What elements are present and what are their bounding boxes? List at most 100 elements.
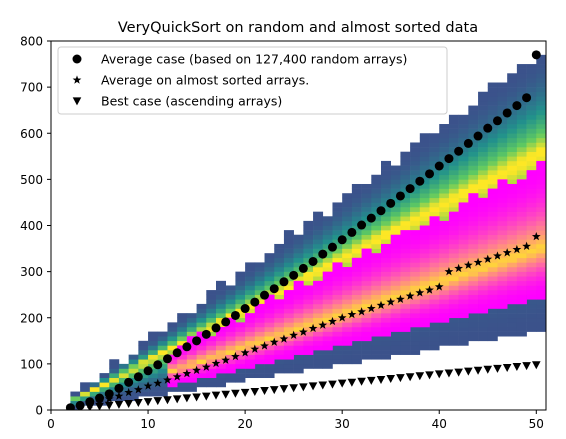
- data-point: [366, 303, 376, 313]
- heatmap-cell: [293, 248, 304, 254]
- heatmap-cell: [332, 350, 343, 355]
- heatmap-cell: [390, 271, 401, 277]
- data-point: [512, 101, 522, 111]
- heatmap-cell: [516, 285, 527, 291]
- heatmap-cell: [419, 188, 430, 194]
- heatmap-cell: [186, 340, 197, 346]
- heatmap-cell: [177, 313, 188, 319]
- data-point: [240, 348, 250, 357]
- heatmap-cell: [177, 368, 188, 374]
- heatmap-cell: [497, 303, 508, 309]
- heatmap-cell: [526, 257, 537, 263]
- heatmap-cell: [264, 326, 275, 332]
- heatmap-cell: [487, 82, 498, 88]
- heatmap-cell: [536, 156, 546, 162]
- heatmap-cell: [274, 257, 285, 263]
- heatmap-cell: [361, 271, 372, 277]
- heatmap-cell: [487, 326, 498, 332]
- heatmap-cell: [216, 308, 227, 314]
- heatmap-cell: [342, 317, 353, 323]
- heatmap-cell: [526, 230, 537, 236]
- heatmap-cell: [507, 142, 518, 148]
- heatmap-cell: [497, 179, 508, 185]
- heatmap-cell: [196, 359, 207, 365]
- heatmap-cell: [283, 234, 294, 240]
- heatmap-cell: [313, 350, 324, 355]
- heatmap-cell: [254, 267, 265, 272]
- heatmap-cell: [468, 156, 479, 162]
- heatmap-cell: [186, 350, 197, 355]
- heatmap-cell: [361, 211, 372, 217]
- heatmap-cell: [507, 183, 518, 189]
- heatmap-cell: [381, 299, 392, 305]
- heatmap-cell: [478, 188, 489, 194]
- heatmap-cell: [516, 110, 527, 116]
- heatmap-cell: [497, 280, 508, 286]
- heatmap-cell: [216, 299, 227, 305]
- data-point: [347, 227, 357, 237]
- heatmap-cell: [371, 220, 382, 226]
- heatmap-cell: [138, 340, 149, 346]
- heatmap-cell: [313, 331, 324, 337]
- heatmap-cell: [458, 267, 469, 272]
- heatmap-cell: [429, 243, 440, 249]
- heatmap-cell: [400, 174, 411, 180]
- heatmap-cell: [254, 271, 265, 277]
- heatmap-cell: [274, 363, 285, 369]
- heatmap-cell: [487, 128, 498, 134]
- heatmap-cell: [303, 262, 314, 268]
- heatmap-cell: [410, 313, 421, 319]
- heatmap-cell: [478, 294, 489, 300]
- heatmap-cell: [439, 257, 450, 263]
- heatmap-cell: [410, 151, 421, 157]
- heatmap-cell: [371, 276, 382, 282]
- heatmap-cell: [351, 248, 362, 254]
- heatmap-cell: [448, 299, 459, 305]
- heatmap-cell: [507, 193, 518, 199]
- heatmap-cell: [526, 183, 537, 189]
- heatmap-cell: [254, 336, 265, 342]
- data-point: [357, 377, 366, 386]
- heatmap-cell: [439, 308, 450, 314]
- heatmap-cell: [235, 317, 246, 323]
- heatmap-cell: [400, 239, 411, 245]
- heatmap-cell: [342, 285, 353, 291]
- heatmap-cell: [225, 377, 236, 383]
- heatmap-cell: [80, 391, 91, 397]
- heatmap-cell: [361, 331, 372, 337]
- heatmap-cell: [186, 386, 197, 392]
- heatmap-cell: [264, 262, 275, 268]
- heatmap-cell: [390, 303, 401, 309]
- heatmap-cell: [390, 285, 401, 291]
- heatmap-cell: [303, 285, 314, 291]
- heatmap-cell: [429, 271, 440, 277]
- heatmap-cell: [487, 211, 498, 217]
- heatmap-cell: [371, 225, 382, 231]
- heatmap-cell: [235, 336, 246, 342]
- heatmap-cell: [468, 313, 479, 319]
- heatmap-cell: [429, 230, 440, 236]
- heatmap-cell: [536, 234, 546, 240]
- heatmap-cell: [313, 285, 324, 291]
- heatmap-cell: [128, 396, 139, 402]
- heatmap-cell: [342, 308, 353, 314]
- heatmap-cell: [458, 188, 469, 194]
- heatmap-cell: [381, 211, 392, 217]
- heatmap-cell: [342, 276, 353, 282]
- heatmap-cell: [400, 331, 411, 337]
- heatmap-cell: [419, 156, 430, 162]
- data-point: [483, 365, 493, 374]
- heatmap-cell: [487, 257, 498, 263]
- heatmap-cell: [536, 267, 546, 272]
- heatmap-cell: [526, 119, 537, 125]
- heatmap-cell: [196, 368, 207, 374]
- heatmap-cell: [186, 354, 197, 360]
- heatmap-cell: [283, 368, 294, 374]
- heatmap-cell: [332, 345, 343, 351]
- heatmap-cell: [419, 340, 430, 346]
- heatmap-cell: [322, 317, 333, 323]
- heatmap-cell: [283, 350, 294, 355]
- heatmap-cell: [177, 322, 188, 328]
- heatmap-cell: [448, 271, 459, 277]
- heatmap-cell: [245, 359, 256, 365]
